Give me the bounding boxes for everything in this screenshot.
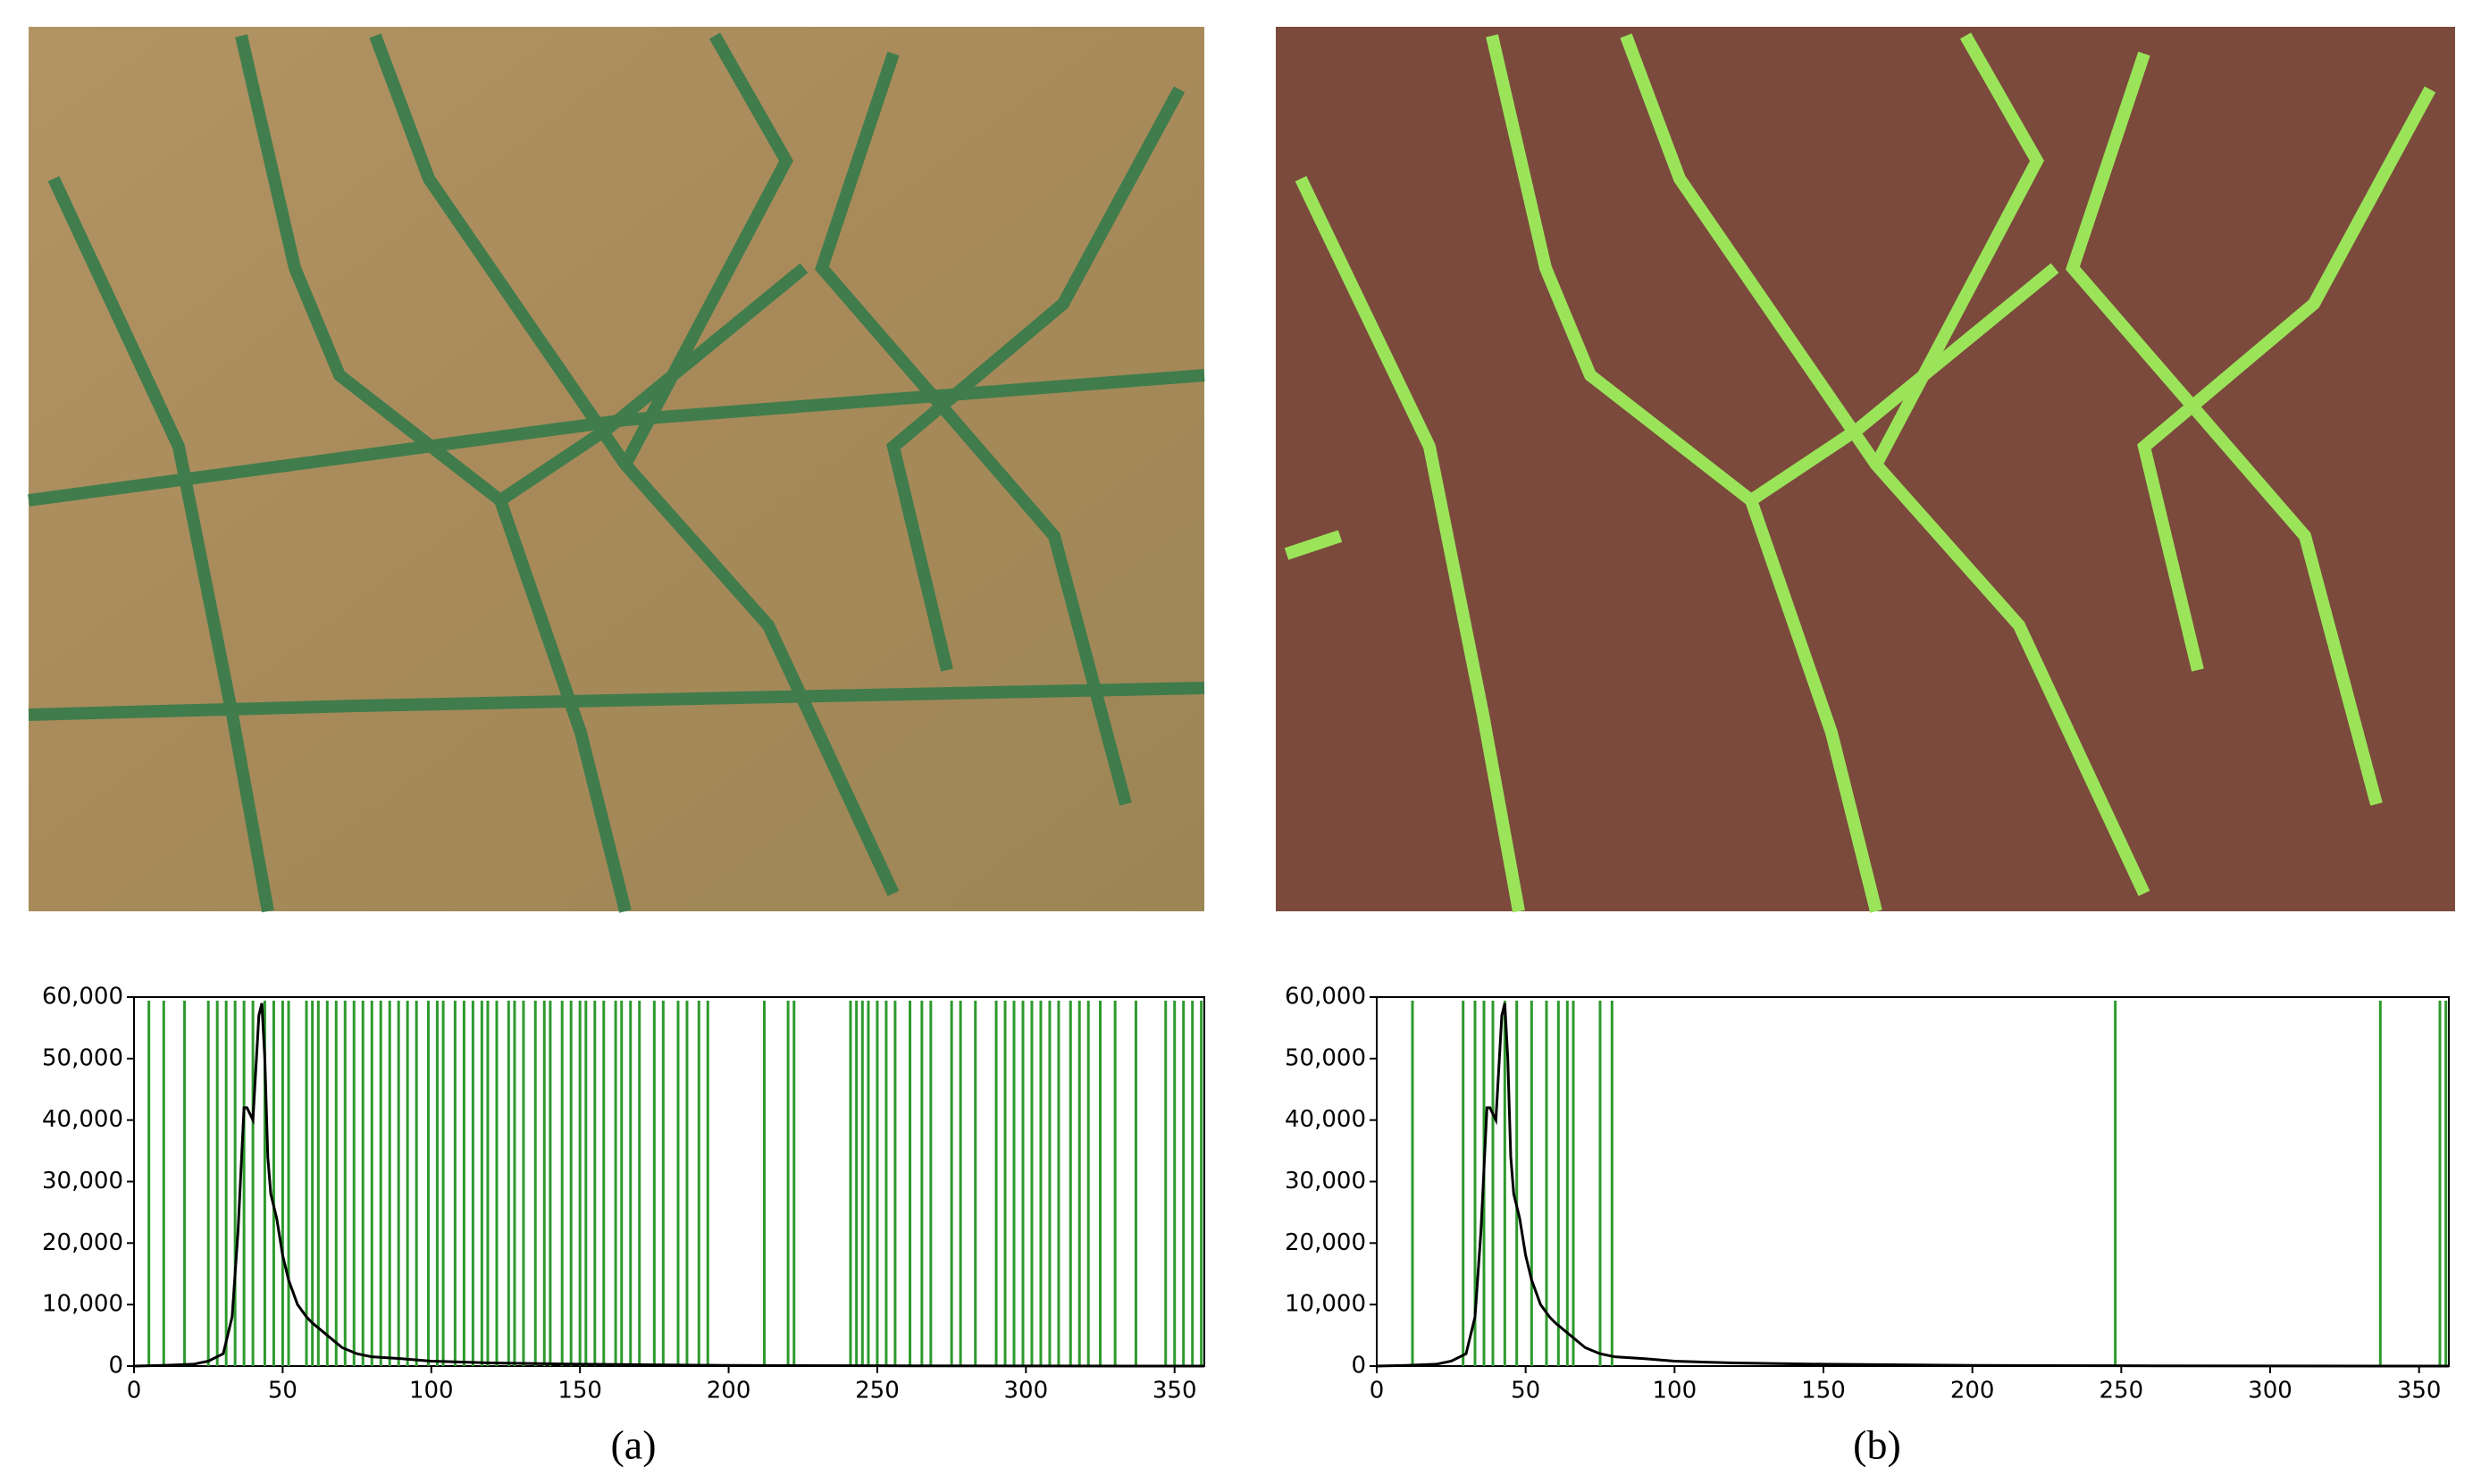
y-tick-label: 20,000 [1285, 1229, 1366, 1256]
x-tick-label: 250 [855, 1378, 900, 1404]
y-tick-label: 30,000 [1285, 1168, 1366, 1195]
plot-frame [1376, 996, 2450, 1367]
x-tick-label: 350 [1152, 1378, 1197, 1404]
y-tick-label: 0 [1351, 1353, 1366, 1379]
y-tick-label: 0 [108, 1353, 123, 1379]
photo-a [28, 27, 1205, 913]
y-tick-label: 20,000 [42, 1229, 123, 1256]
x-tick-label: 300 [1004, 1378, 1049, 1404]
y-tick-label: 10,000 [1285, 1291, 1366, 1318]
y-tick-label: 60,000 [1285, 984, 1366, 1010]
x-tick-label: 300 [2248, 1378, 2292, 1404]
x-tick-label: 0 [1370, 1378, 1385, 1404]
x-tick-label: 100 [1653, 1378, 1697, 1404]
x-tick-label: 250 [2100, 1378, 2144, 1404]
x-tick-label: 200 [707, 1378, 751, 1404]
x-tick-label: 50 [268, 1378, 298, 1404]
photo-b [1276, 27, 2455, 913]
x-tick-label: 200 [1950, 1378, 1995, 1404]
x-tick-label: 350 [2397, 1378, 2442, 1404]
y-tick-label: 40,000 [1285, 1106, 1366, 1133]
y-tick-label: 30,000 [42, 1168, 123, 1195]
x-tick-label: 50 [1511, 1378, 1540, 1404]
plot-frame [133, 996, 1205, 1367]
caption: (b) [1853, 1422, 1901, 1468]
caption: (a) [610, 1422, 656, 1468]
x-tick-label: 0 [127, 1378, 142, 1404]
x-tick-label: 100 [409, 1378, 454, 1404]
y-tick-label: 60,000 [42, 984, 123, 1010]
y-tick-label: 50,000 [1285, 1044, 1366, 1071]
y-tick-label: 50,000 [42, 1044, 123, 1071]
histogram-line [1376, 1002, 2450, 1368]
histogram-line [133, 1002, 1205, 1368]
x-tick-label: 150 [557, 1378, 602, 1404]
x-tick-label: 150 [1801, 1378, 1846, 1404]
y-tick-label: 10,000 [42, 1291, 123, 1318]
y-tick-label: 40,000 [42, 1106, 123, 1133]
